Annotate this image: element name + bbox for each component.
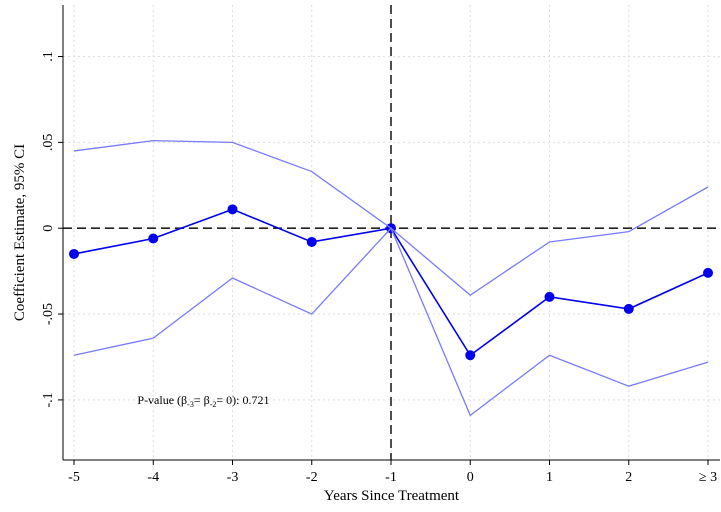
y-tick-label: -.1	[41, 392, 56, 407]
annotation-sub-2: -2	[210, 400, 217, 409]
tick-labels: -.1 -.05 0 .05 .1 -5 -4 -3 -2 -1 0 1 2 ≥ 3	[41, 51, 717, 485]
x-tick-label: -1	[385, 470, 397, 485]
p-value-annotation: P-value (β-3= β-2= 0): 0.721	[137, 393, 269, 409]
estimate-point	[703, 267, 713, 278]
y-tick-label: -.05	[41, 303, 56, 325]
x-tick-label: -2	[306, 470, 318, 485]
x-axis-title: Years Since Treatment	[324, 488, 460, 504]
annotation-suffix: = 0): 0.721	[216, 393, 269, 407]
x-tick-label: 0	[467, 470, 474, 485]
y-tick-label: 0	[41, 225, 56, 232]
x-tick-label: ≥ 3	[699, 470, 717, 485]
estimate-point	[465, 350, 476, 361]
y-axis-title: Coefficient Estimate, 95% CI	[12, 144, 28, 321]
y-tick-label: .1	[41, 51, 56, 62]
estimate-point	[148, 233, 159, 244]
x-tick-label: -4	[147, 470, 159, 485]
x-tick-label: -5	[68, 470, 80, 485]
estimate-point	[69, 248, 79, 259]
axes	[58, 5, 720, 465]
estimate-point	[623, 303, 634, 314]
y-tick-label: .05	[41, 134, 56, 152]
x-tick-label: -3	[227, 470, 239, 485]
annotation-prefix: P-value (β	[137, 393, 187, 407]
annotation-sub-1: -3	[187, 400, 194, 409]
x-tick-label: 1	[546, 470, 553, 485]
series	[69, 139, 713, 417]
lower-ci-line	[73, 227, 709, 417]
annotation-mid: = β	[194, 393, 210, 407]
estimate-point	[306, 236, 317, 247]
estimate-point	[227, 204, 238, 215]
x-tick-label: 2	[625, 470, 632, 485]
estimate-point	[544, 291, 555, 302]
